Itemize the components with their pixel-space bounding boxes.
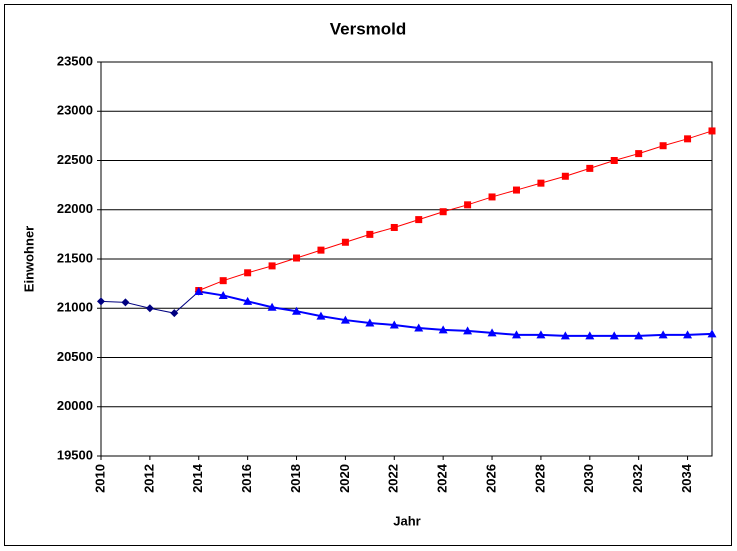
data-point <box>586 164 594 172</box>
y-axis-title: Einwohner <box>21 226 36 292</box>
data-point <box>389 320 399 329</box>
data-point <box>438 325 448 334</box>
data-point <box>243 296 253 305</box>
data-point <box>439 208 447 216</box>
data-point <box>316 311 326 320</box>
data-point <box>365 318 375 327</box>
x-tick-label: 2016 <box>239 464 254 493</box>
data-point <box>366 230 374 238</box>
data-point <box>390 223 398 231</box>
data-point <box>634 331 644 340</box>
data-point <box>340 315 350 324</box>
data-point <box>415 216 423 224</box>
x-tick-label: 2014 <box>190 463 205 493</box>
y-tick-label: 20000 <box>57 398 93 413</box>
data-point <box>414 323 424 332</box>
data-point <box>170 309 179 318</box>
data-point <box>659 142 667 150</box>
x-tick-label: 2032 <box>630 464 645 493</box>
data-point <box>536 330 546 339</box>
data-point <box>488 193 496 201</box>
data-point <box>219 277 227 285</box>
data-point <box>267 302 277 311</box>
x-tick-label: 2010 <box>92 464 107 493</box>
data-point <box>292 306 302 315</box>
x-axis-title: Jahr <box>393 513 420 528</box>
data-point <box>293 254 301 262</box>
data-point <box>463 326 473 335</box>
series-line <box>198 290 713 337</box>
x-tick-label: 2028 <box>532 464 547 493</box>
data-point <box>707 329 717 338</box>
data-point <box>511 330 521 339</box>
data-point <box>487 328 497 337</box>
x-tick-label: 2024 <box>435 463 450 493</box>
data-point <box>585 331 595 340</box>
x-tick-label: 2026 <box>483 464 498 493</box>
data-point <box>464 201 472 209</box>
data-point <box>683 330 693 339</box>
data-point <box>218 290 228 299</box>
data-point <box>97 297 105 306</box>
data-point <box>610 157 618 164</box>
data-point <box>708 127 716 135</box>
y-tick-label: 22500 <box>57 152 93 167</box>
data-point <box>537 179 545 187</box>
data-point <box>194 287 204 296</box>
data-point <box>145 304 154 313</box>
x-tick-label: 2034 <box>679 463 694 493</box>
y-tick-label: 22000 <box>57 201 93 216</box>
y-tick-label: 21500 <box>57 250 93 265</box>
data-point <box>317 246 325 254</box>
data-point <box>684 135 692 143</box>
x-tick-label: 2030 <box>581 464 596 493</box>
x-tick-label: 2022 <box>386 464 401 493</box>
data-point <box>121 298 130 307</box>
y-tick-label: 23000 <box>57 103 93 118</box>
data-point <box>268 262 276 270</box>
data-point <box>609 331 619 340</box>
data-point <box>560 331 570 340</box>
data-point <box>635 150 643 158</box>
data-point <box>244 269 252 277</box>
chart-title: Versmold <box>330 19 407 38</box>
x-tick-label: 2020 <box>337 464 352 493</box>
x-tick-label: 2018 <box>288 464 303 493</box>
y-tick-label: 20500 <box>57 349 93 364</box>
y-tick-label: 23500 <box>57 53 93 68</box>
x-tick-label: 2012 <box>141 464 156 493</box>
data-point <box>561 172 569 180</box>
y-tick-label: 21000 <box>57 300 93 315</box>
data-point <box>658 330 668 339</box>
data-point <box>341 238 349 246</box>
data-point <box>512 186 520 194</box>
y-tick-label: 19500 <box>57 447 93 462</box>
series-line <box>198 130 713 291</box>
